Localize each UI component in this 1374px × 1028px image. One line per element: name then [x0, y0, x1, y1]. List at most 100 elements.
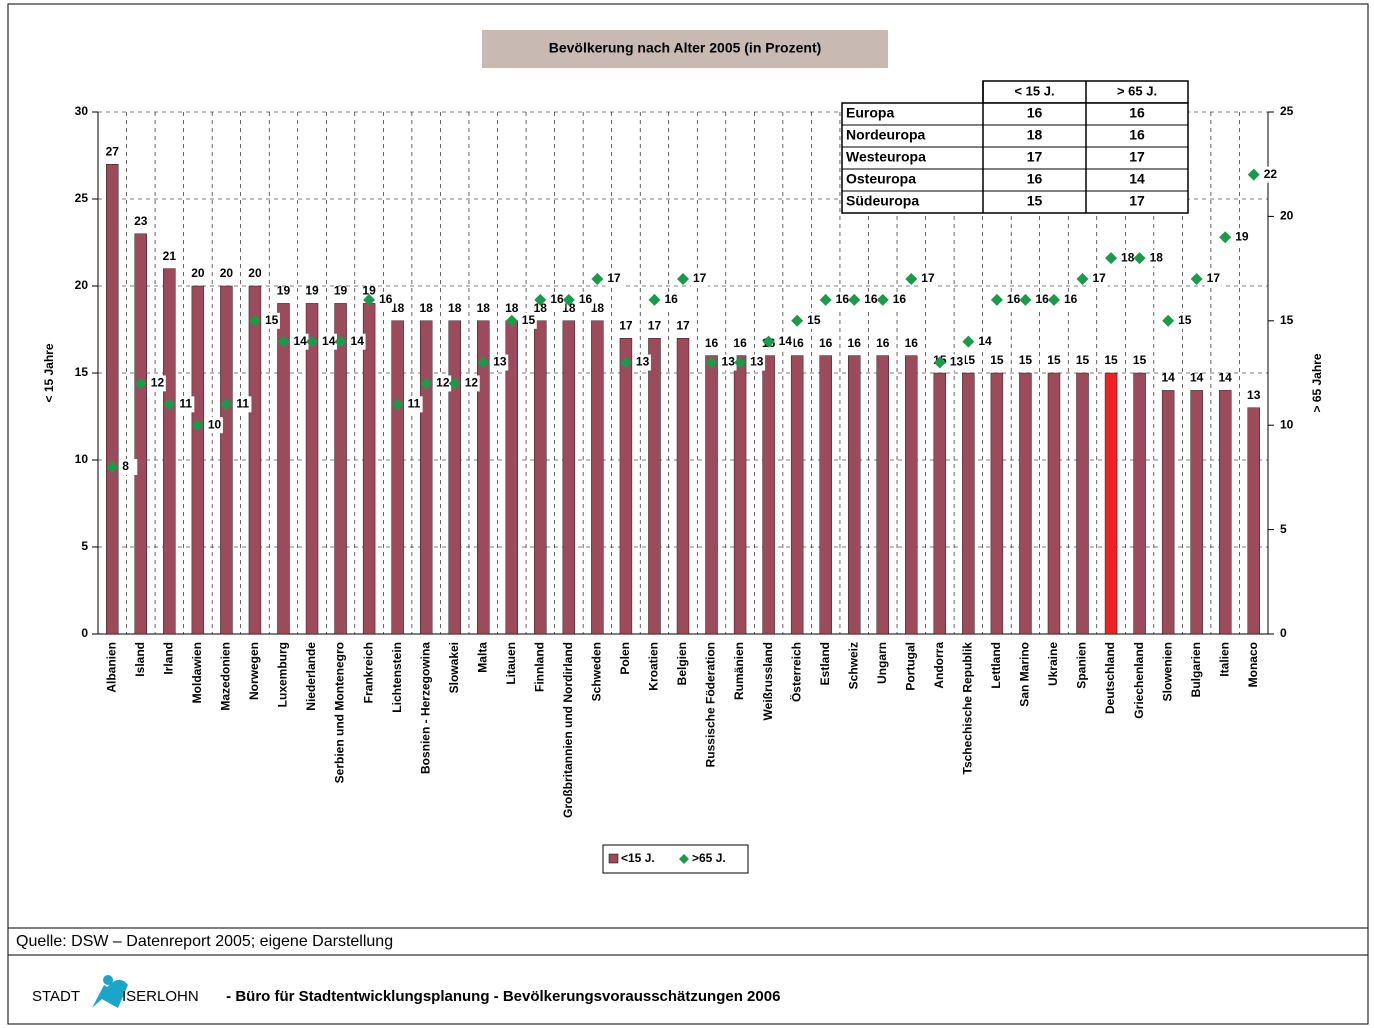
marker-label: 17: [1207, 271, 1221, 285]
label-bg: [205, 417, 223, 434]
marker-label: 15: [1178, 313, 1192, 327]
bar: [648, 338, 661, 635]
bar: [391, 320, 404, 635]
marker-label: 13: [493, 355, 507, 369]
y-tick-label: 5: [81, 539, 88, 553]
x-tick-label: Italien: [1217, 642, 1231, 677]
marker-label: 16: [550, 292, 564, 306]
marker-label: 10: [208, 417, 222, 431]
bar-label: 16: [876, 336, 890, 350]
x-tick-label: Slowenien: [1160, 642, 1174, 701]
bar: [477, 320, 490, 635]
diamond-marker: [363, 293, 376, 306]
diamond-marker: [1019, 293, 1032, 306]
bar: [448, 320, 461, 635]
bar: [163, 268, 176, 635]
diamond-marker: [876, 293, 889, 306]
table-cell: 15: [1027, 193, 1043, 209]
label-bg: [320, 333, 338, 350]
marker-label: 13: [950, 355, 964, 369]
label-bg: [1004, 291, 1022, 308]
x-tick-label: Serbien und Montenegro: [333, 642, 347, 783]
diamond-marker: [505, 314, 518, 327]
marker-label: 11: [236, 396, 249, 410]
marker-label: 14: [351, 334, 365, 348]
bar-label: 15: [1019, 353, 1033, 367]
diamond-marker: [106, 460, 119, 473]
bar: [106, 163, 119, 635]
bar-label: 16: [848, 336, 862, 350]
x-tick-label: Großbritannien und Nordirland: [561, 642, 575, 818]
diamond-marker: [1247, 168, 1260, 181]
label-bg: [234, 396, 252, 413]
y2-axis-label: > 65 Jahre: [1310, 353, 1324, 412]
bar: [1076, 372, 1089, 635]
x-tick-label: Malta: [475, 642, 489, 673]
marker-label: 8: [122, 459, 129, 473]
x-tick-label: Schweiz: [846, 642, 860, 689]
bar: [534, 320, 547, 635]
diamond-marker: [277, 335, 290, 348]
marker-label: 14: [779, 334, 793, 348]
bar-label: 18: [391, 301, 405, 315]
bar: [676, 338, 690, 635]
bar-label: 23: [134, 214, 148, 228]
label-bg: [719, 354, 737, 371]
bar-label: 17: [619, 318, 633, 332]
table-cell: 17: [1027, 149, 1043, 165]
x-tick-label: Slowakei: [447, 642, 461, 693]
x-tick-label: Belgien: [675, 642, 689, 685]
marker-label: 13: [636, 355, 650, 369]
y2-tick-label: 20: [1280, 209, 1294, 223]
bar-label: 14: [1190, 371, 1204, 385]
marker-label: 13: [750, 355, 764, 369]
label-bg: [947, 354, 965, 371]
label-bg: [548, 291, 566, 308]
diamond-marker: [391, 398, 404, 411]
label-bg: [1233, 229, 1251, 246]
marker-label: 14: [293, 334, 307, 348]
bar-label: 18: [562, 301, 576, 315]
x-tick-label: Rumänien: [732, 642, 746, 700]
bar-label: 15: [1047, 353, 1061, 367]
bar-label: 17: [676, 318, 690, 332]
diamond-marker: [848, 293, 861, 306]
label-bg: [833, 291, 851, 308]
bar: [933, 372, 947, 635]
diamond-marker: [220, 398, 233, 411]
diamond-marker: [448, 377, 461, 390]
label-bg: [662, 291, 680, 308]
x-tick-label: Portugal: [903, 642, 917, 691]
marker-label: 19: [1235, 229, 1249, 243]
diamond-marker: [819, 293, 832, 306]
marker-label: 18: [1121, 250, 1135, 264]
bar: [1218, 390, 1232, 635]
bar-label: 17: [648, 318, 662, 332]
table-cell: Nordeuropa: [846, 127, 926, 143]
label-bg: [434, 375, 452, 392]
table-cell: 16: [1129, 127, 1145, 143]
x-tick-label: Bulgarien: [1189, 642, 1203, 697]
diamond-marker: [306, 335, 319, 348]
table-cell: Europa: [846, 105, 894, 121]
marker-label: 11: [408, 396, 421, 410]
label-bg: [890, 291, 908, 308]
marker-label: 17: [1093, 271, 1107, 285]
bar: [848, 355, 861, 635]
label-bg: [1090, 271, 1108, 288]
bar: [733, 355, 747, 635]
bar: [819, 355, 832, 635]
bar: [591, 320, 604, 635]
diamond-marker: [562, 293, 575, 306]
label-bg: [291, 333, 309, 350]
diamond-marker: [420, 377, 433, 390]
bar-label: 16: [705, 336, 719, 350]
bar: [562, 320, 576, 635]
x-tick-label: Russische Föderation: [704, 642, 718, 767]
x-tick-label: Monaco: [1246, 642, 1260, 687]
diamond-marker: [534, 293, 547, 306]
x-tick-label: Lichtenstein: [390, 642, 404, 713]
label-bg: [377, 291, 395, 308]
bar: [619, 338, 633, 635]
